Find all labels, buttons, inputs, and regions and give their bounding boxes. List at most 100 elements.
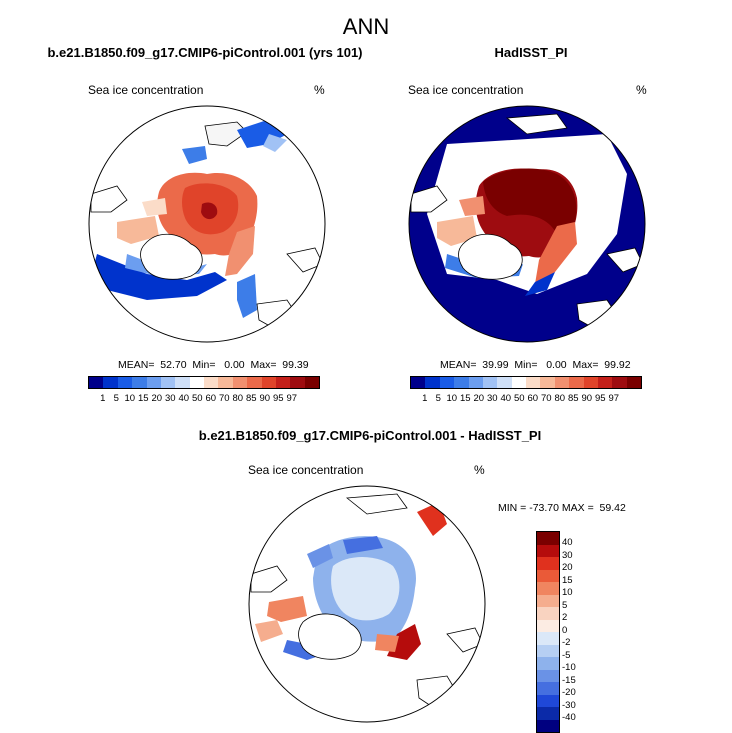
diff-colorbar-swatch bbox=[537, 632, 559, 645]
diff-colorbar-swatch bbox=[537, 594, 559, 607]
diff-colorbar-swatch bbox=[537, 719, 559, 732]
colorbar-tick-label: 85 bbox=[567, 393, 579, 404]
diff-colorbar-swatch bbox=[537, 669, 559, 682]
colorbar-swatch bbox=[189, 377, 204, 388]
colorbar-tick-label: 10 bbox=[446, 393, 458, 404]
colorbar-swatch bbox=[425, 377, 440, 388]
colorbar-swatch bbox=[132, 377, 147, 388]
colorbar-tick-label: 80 bbox=[554, 393, 566, 404]
colorbar-tick-label: 40 bbox=[178, 393, 190, 404]
colorbar-swatch bbox=[482, 377, 498, 388]
colorbar-tick-label: 40 bbox=[500, 393, 512, 404]
colorbar-swatch bbox=[304, 377, 319, 388]
colorbar-swatch bbox=[103, 377, 118, 388]
panel2-polar-map bbox=[408, 105, 646, 343]
diff-colorbar-tick-label: -5 bbox=[562, 649, 571, 661]
diff-colorbar-swatch bbox=[537, 707, 559, 720]
colorbar-swatch bbox=[146, 377, 161, 388]
colorbar-tick-label: 85 bbox=[245, 393, 257, 404]
diff-colorbar-tick-label: -10 bbox=[562, 662, 576, 673]
diff-colorbar-tick-label: -2 bbox=[562, 637, 571, 648]
diff-colorbar-tick-label: 2 bbox=[562, 612, 568, 623]
diff-colorbar-tick-label: -40 bbox=[562, 712, 576, 723]
colorbar-swatch bbox=[497, 377, 512, 388]
colorbar-tick-label: 60 bbox=[527, 393, 539, 404]
colorbar-tick-label: 70 bbox=[218, 393, 230, 404]
diff-colorbar-tick-label: 5 bbox=[562, 599, 568, 611]
panel2-stats: MEAN= 39.99 Min= 0.00 Max= 99.92 bbox=[440, 359, 631, 371]
diff-colorbar-swatch bbox=[537, 582, 559, 595]
colorbar-swatch bbox=[540, 377, 555, 388]
panel1-colorbar-ticks: 1 5 10 15 20 30 40 50 60 70 80 85 90 95 97 bbox=[96, 393, 299, 404]
colorbar-swatch bbox=[411, 377, 426, 388]
panel2-variable-label: Sea ice concentration bbox=[408, 83, 524, 97]
diff-colorbar-tick-label: 30 bbox=[562, 549, 573, 561]
colorbar-tick-label: 10 bbox=[124, 393, 136, 404]
diff-colorbar-ticks: 40 30 20 15 10 5 2 0 -2 -5 -10 -15 -20 -30 -40 bbox=[562, 537, 576, 725]
colorbar-swatch bbox=[175, 377, 190, 388]
diff-colorbar-tick-label: 40 bbox=[562, 537, 573, 548]
panel2-units-label: % bbox=[636, 83, 647, 97]
diff-colorbar-tick-label: -15 bbox=[562, 674, 576, 686]
diff-units-label: % bbox=[474, 463, 485, 477]
colorbar-swatch bbox=[468, 377, 483, 388]
colorbar-swatch bbox=[204, 377, 219, 388]
colorbar-tick-label: 5 bbox=[435, 393, 441, 404]
colorbar-tick-label: 1 bbox=[422, 393, 428, 404]
diff-colorbar-swatch bbox=[537, 644, 559, 657]
diff-colorbar-swatch bbox=[537, 532, 559, 545]
colorbar-tick-label: 60 bbox=[205, 393, 217, 404]
colorbar-swatch bbox=[554, 377, 570, 388]
colorbar-swatch bbox=[117, 377, 133, 388]
colorbar-tick-label: 20 bbox=[151, 393, 163, 404]
colorbar-swatch bbox=[511, 377, 526, 388]
colorbar-swatch bbox=[160, 377, 176, 388]
diff-colorbar-swatch bbox=[537, 657, 559, 670]
colorbar-swatch bbox=[232, 377, 248, 388]
panel1-stats: MEAN= 52.70 Min= 0.00 Max= 99.39 bbox=[118, 359, 309, 371]
diff-colorbar-tick-label: -20 bbox=[562, 687, 576, 698]
colorbar-tick-label: 90 bbox=[581, 393, 593, 404]
colorbar-tick-label: 15 bbox=[459, 393, 471, 404]
diff-colorbar-swatch bbox=[537, 619, 559, 632]
panel1-colorbar bbox=[88, 376, 320, 389]
diff-colorbar-swatch bbox=[537, 557, 559, 570]
diff-colorbar-swatch bbox=[537, 544, 559, 557]
diff-colorbar-tick-label: 15 bbox=[562, 574, 573, 586]
diff-panel-title: b.e21.B1850.f09_g17.CMIP6-piControl.001 … bbox=[198, 428, 542, 443]
colorbar-swatch bbox=[275, 377, 291, 388]
colorbar-tick-label: 90 bbox=[259, 393, 271, 404]
colorbar-swatch bbox=[439, 377, 455, 388]
panel2-colorbar-ticks: 1 5 10 15 20 30 40 50 60 70 80 85 90 95 97 bbox=[418, 393, 621, 404]
panel2-colorbar bbox=[410, 376, 642, 389]
diff-colorbar-swatch bbox=[537, 569, 559, 582]
colorbar-swatch bbox=[454, 377, 469, 388]
colorbar-swatch bbox=[612, 377, 627, 388]
diff-variable-label: Sea ice concentration bbox=[248, 463, 364, 477]
colorbar-tick-label: 50 bbox=[513, 393, 525, 404]
colorbar-swatch bbox=[290, 377, 305, 388]
panel1-polar-map bbox=[88, 105, 326, 343]
panel1-title: b.e21.B1850.f09_g17.CMIP6-piControl.001 … bbox=[47, 45, 363, 60]
colorbar-tick-label: 20 bbox=[473, 393, 485, 404]
colorbar-swatch bbox=[261, 377, 276, 388]
diff-colorbar-tick-label: 0 bbox=[562, 624, 568, 636]
diff-colorbar-swatch bbox=[537, 607, 559, 620]
panel1-variable-label: Sea ice concentration bbox=[88, 83, 204, 97]
diff-colorbar-tick-label: -30 bbox=[562, 699, 576, 711]
diff-colorbar bbox=[536, 531, 560, 733]
colorbar-tick-label: 30 bbox=[164, 393, 176, 404]
colorbar-swatch bbox=[218, 377, 233, 388]
colorbar-swatch bbox=[569, 377, 584, 388]
colorbar-tick-label: 70 bbox=[540, 393, 552, 404]
colorbar-tick-label: 80 bbox=[232, 393, 244, 404]
colorbar-tick-label: 97 bbox=[608, 393, 620, 404]
colorbar-tick-label: 5 bbox=[113, 393, 119, 404]
panel2-title: HadISST_PI bbox=[494, 45, 568, 60]
diff-polar-map bbox=[248, 485, 486, 723]
colorbar-tick-label: 95 bbox=[594, 393, 606, 404]
colorbar-swatch bbox=[526, 377, 541, 388]
diff-colorbar-tick-label: 20 bbox=[562, 562, 573, 573]
diff-stats: MIN = -73.70 MAX = 59.42 bbox=[498, 502, 626, 514]
figure-title: ANN bbox=[342, 14, 390, 39]
